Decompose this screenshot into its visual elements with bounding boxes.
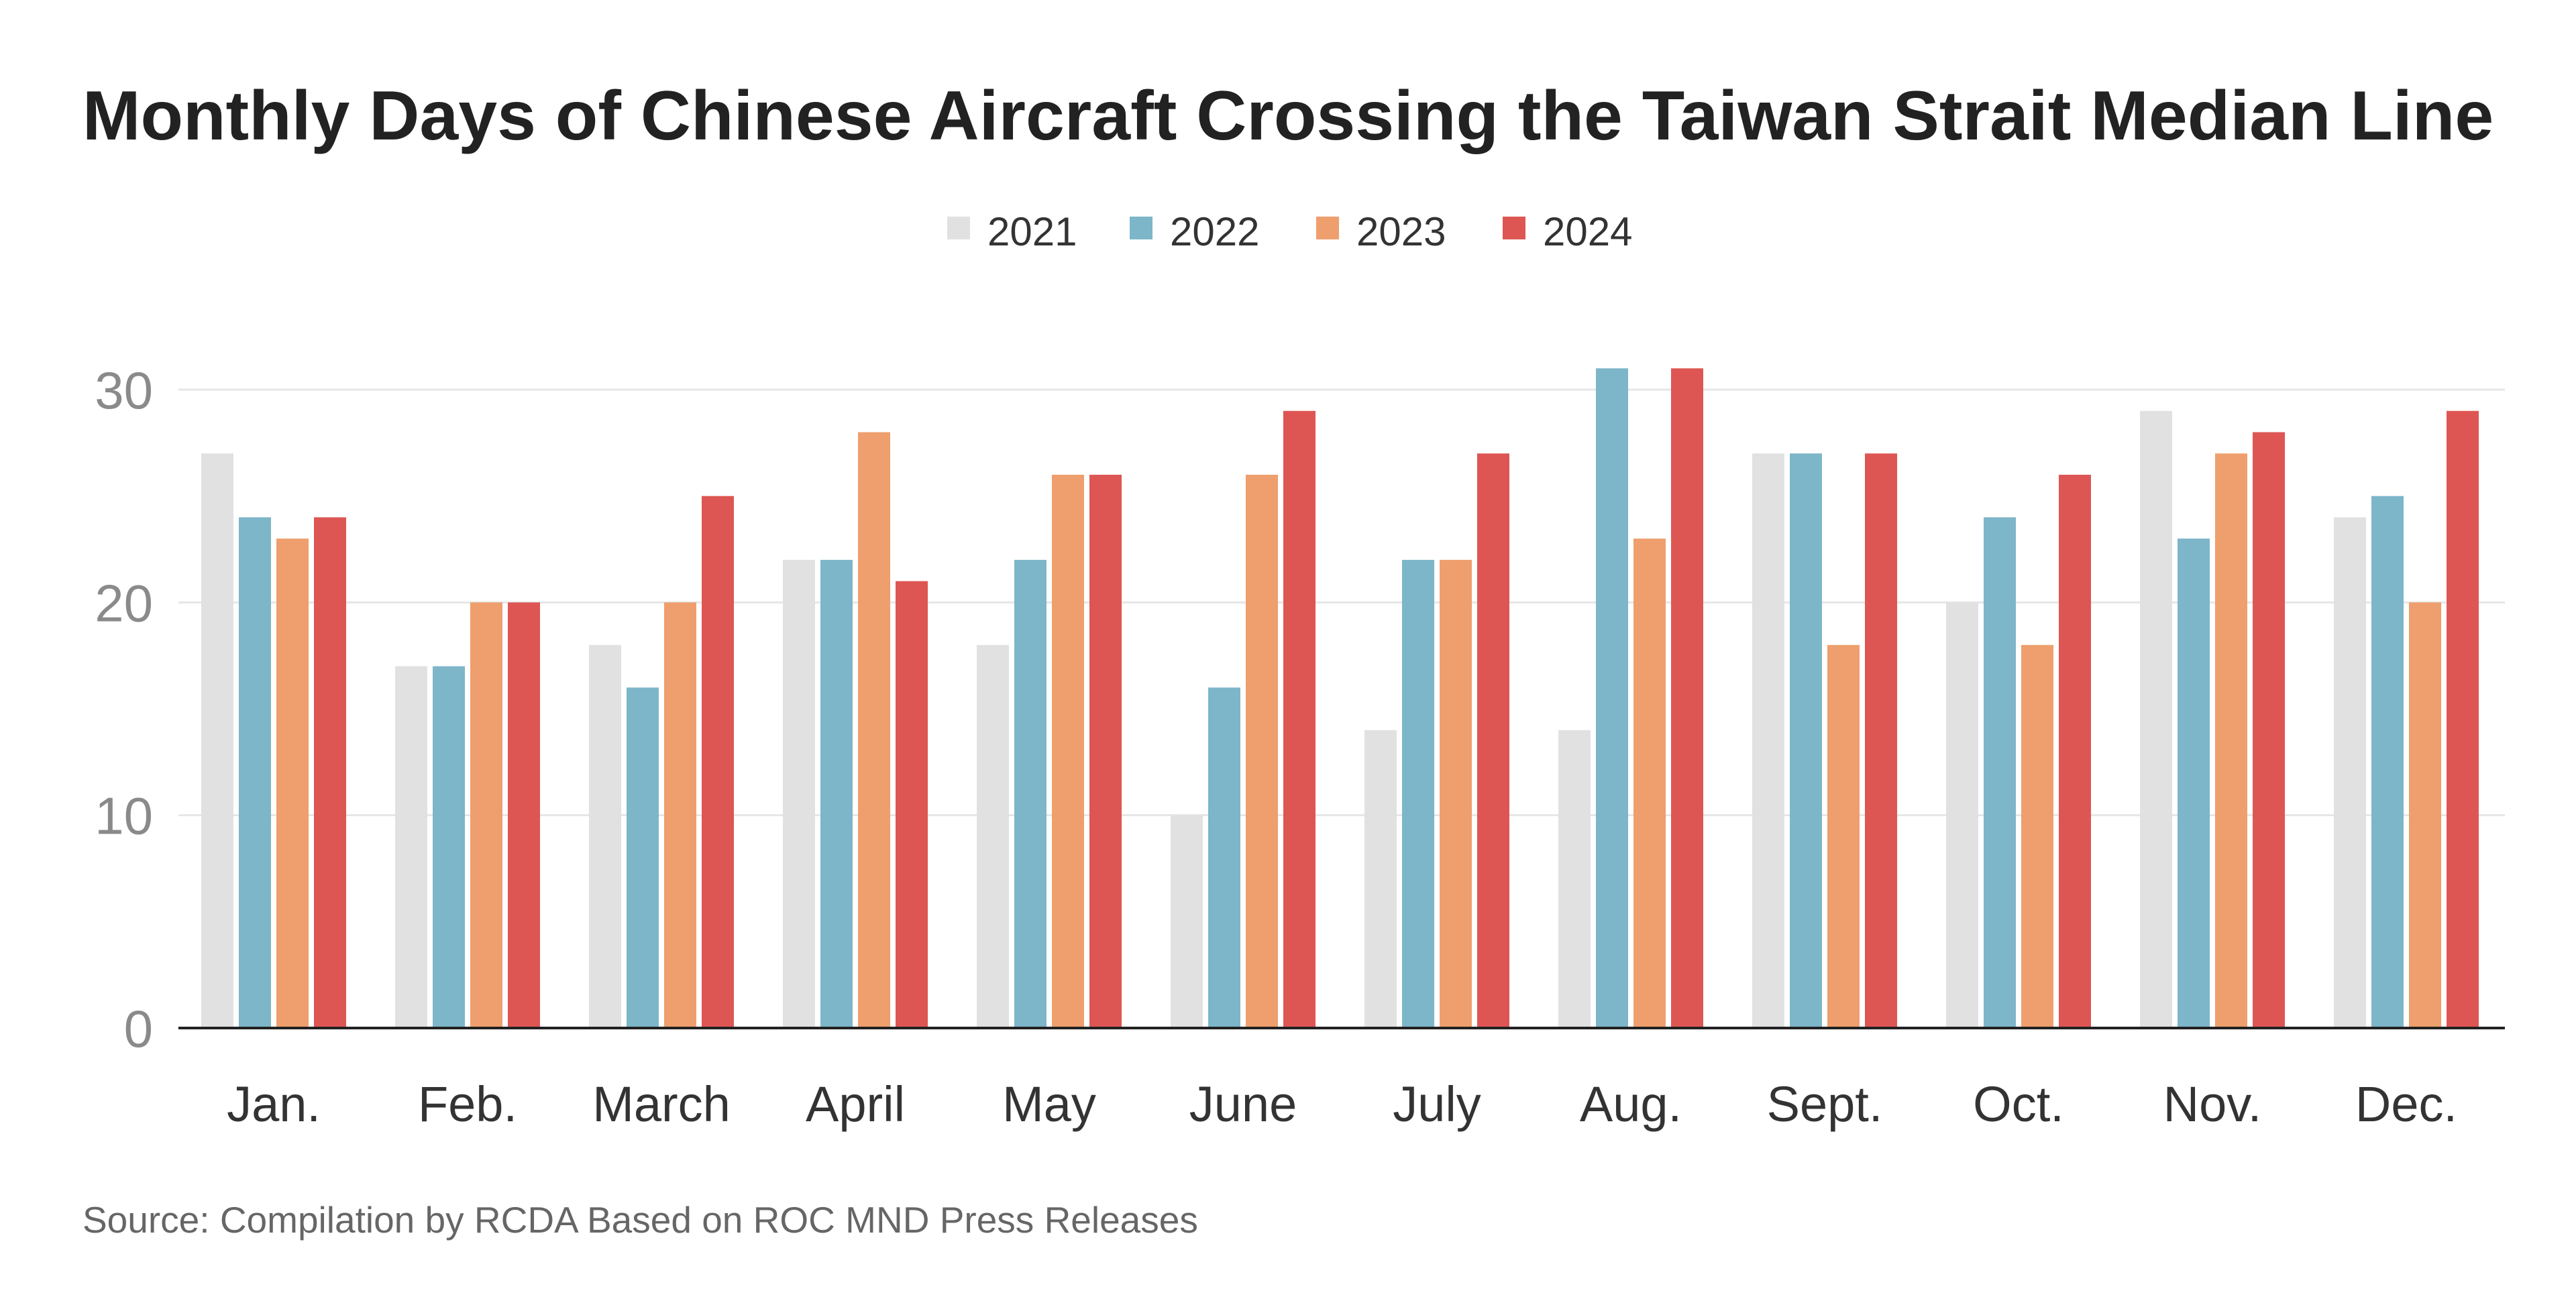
legend-swatch-2022 [1130, 217, 1152, 239]
bar-july-2024 [1477, 453, 1509, 1028]
bar-dec-2022 [2371, 496, 2404, 1028]
bar-nov-2021 [2140, 410, 2172, 1028]
x-tick-label: June [1189, 1076, 1297, 1132]
bar-jan-2022 [239, 517, 271, 1028]
legend-swatch-2023 [1316, 217, 1339, 239]
x-tick-label: Aug. [1580, 1076, 1682, 1132]
y-axis-ticks: 0 10 20 30 [95, 361, 153, 1058]
bar-aug-2022 [1596, 368, 1628, 1028]
gridlines [178, 388, 2505, 817]
bar-jan-2021 [201, 453, 233, 1028]
bar-june-2024 [1283, 410, 1316, 1028]
bar-oct-2023 [2021, 644, 2053, 1028]
bars [201, 368, 2479, 1028]
bar-april-2021 [783, 559, 815, 1028]
bar-jan-2024 [314, 517, 346, 1028]
bar-sept-2024 [1865, 453, 1897, 1028]
chart-title: Monthly Days of Chinese Aircraft Crossin… [83, 77, 2493, 155]
bar-feb-2023 [470, 602, 502, 1028]
bar-june-2022 [1208, 687, 1240, 1028]
legend-label-2023: 2023 [1356, 209, 1446, 254]
y-tick-label: 0 [124, 999, 153, 1058]
bar-dec-2024 [2447, 410, 2479, 1028]
bar-july-2021 [1364, 730, 1397, 1028]
x-tick-label: Dec. [2355, 1076, 2457, 1132]
legend-label-2022: 2022 [1170, 209, 1259, 254]
bar-nov-2024 [2253, 432, 2285, 1028]
bar-may-2021 [977, 644, 1009, 1028]
x-tick-label: Sept. [1767, 1076, 1883, 1132]
bar-oct-2022 [1984, 517, 2016, 1028]
bar-may-2022 [1014, 559, 1046, 1028]
bar-aug-2021 [1558, 730, 1591, 1028]
bar-aug-2024 [1671, 368, 1703, 1028]
x-axis-ticks: Jan. Feb. March April May June July Aug. Sept. Oc… [227, 1076, 2457, 1132]
bar-june-2021 [1171, 815, 1203, 1028]
bar-sept-2022 [1790, 453, 1822, 1028]
bar-dec-2021 [2334, 517, 2366, 1028]
legend-label-2024: 2024 [1543, 209, 1632, 254]
bar-nov-2022 [2178, 538, 2210, 1028]
bar-feb-2021 [395, 666, 427, 1028]
bar-march-2022 [627, 687, 659, 1028]
y-tick-label: 20 [95, 573, 153, 632]
bar-april-2022 [820, 559, 853, 1028]
bar-feb-2024 [508, 602, 540, 1028]
bar-may-2024 [1089, 474, 1122, 1028]
bar-oct-2021 [1946, 602, 1978, 1028]
x-tick-label: Feb. [418, 1076, 517, 1132]
legend-swatch-2021 [947, 217, 970, 239]
bar-june-2023 [1246, 474, 1278, 1028]
x-tick-label: July [1393, 1076, 1481, 1132]
legend-swatch-2024 [1503, 217, 1525, 239]
bar-feb-2022 [433, 666, 465, 1028]
bar-may-2023 [1052, 474, 1084, 1028]
legend: 2021 2022 2023 2024 [947, 209, 1632, 254]
y-tick-label: 30 [95, 361, 153, 420]
y-tick-label: 10 [95, 787, 153, 846]
bar-july-2023 [1440, 559, 1472, 1028]
source-note: Source: Compilation by RCDA Based on ROC… [83, 1199, 1198, 1241]
x-tick-label: March [592, 1076, 731, 1132]
x-tick-label: May [1002, 1076, 1096, 1132]
x-tick-label: Oct. [1973, 1076, 2064, 1132]
bar-april-2024 [896, 581, 928, 1028]
x-tick-label: April [806, 1076, 905, 1132]
x-tick-label: Jan. [227, 1076, 321, 1132]
x-tick-label: Nov. [2163, 1076, 2262, 1132]
bar-jan-2023 [276, 538, 309, 1028]
bar-nov-2023 [2215, 453, 2247, 1028]
bar-march-2021 [589, 644, 621, 1028]
bar-april-2023 [858, 432, 890, 1028]
bar-sept-2021 [1752, 453, 1784, 1028]
bar-oct-2024 [2059, 474, 2091, 1028]
bar-march-2024 [702, 496, 734, 1028]
legend-label-2021: 2021 [987, 209, 1077, 254]
bar-march-2023 [664, 602, 696, 1028]
bar-july-2022 [1402, 559, 1434, 1028]
bar-dec-2023 [2409, 602, 2441, 1028]
bar-aug-2023 [1633, 538, 1666, 1028]
bar-sept-2023 [1827, 644, 1860, 1028]
